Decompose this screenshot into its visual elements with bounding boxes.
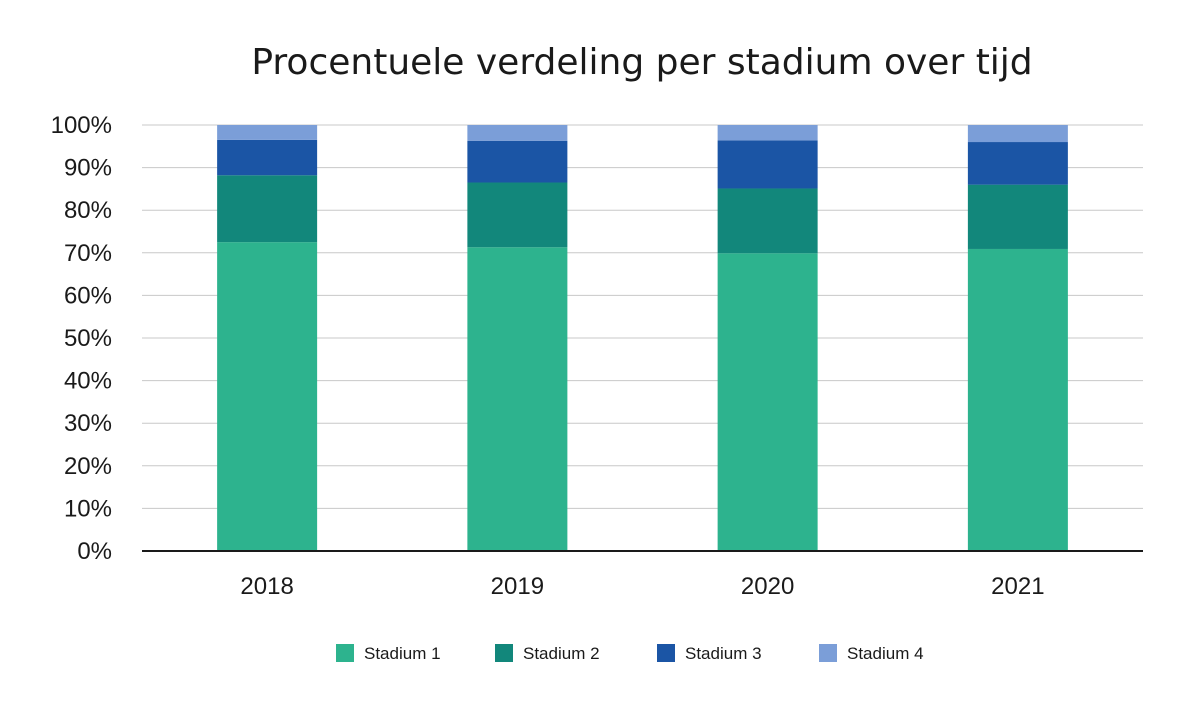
y-tick-label: 80% xyxy=(64,197,112,224)
x-tick-label: 2018 xyxy=(240,573,293,600)
bar-segment xyxy=(217,125,318,140)
x-tick-label: 2021 xyxy=(991,573,1044,600)
legend-swatch xyxy=(336,644,354,662)
y-tick-label: 0% xyxy=(77,538,112,565)
bar-segment xyxy=(967,184,1068,249)
y-tick-label: 90% xyxy=(64,155,112,182)
legend-item: Stadium 2 xyxy=(495,644,600,663)
y-axis-tick-labels: 0% 10% 20% 30% 40% 50% 60% 70% 80% 90% 100% xyxy=(51,112,112,565)
bar-segment xyxy=(717,140,818,189)
bar-segment xyxy=(967,248,1068,551)
legend-label: Stadium 2 xyxy=(523,644,600,663)
y-tick-label: 30% xyxy=(64,410,112,437)
y-tick-label: 70% xyxy=(64,240,112,267)
bar-segment xyxy=(467,182,568,248)
bar-segment xyxy=(717,253,818,551)
x-tick-label: 2020 xyxy=(741,573,794,600)
x-axis-tick-labels: 2018 2019 2020 2021 xyxy=(240,573,1044,600)
legend-swatch xyxy=(495,644,513,662)
bar-segment xyxy=(967,142,1068,185)
legend-swatch xyxy=(657,644,675,662)
legend-label: Stadium 4 xyxy=(847,644,924,663)
bar-segment xyxy=(717,188,818,254)
x-tick-label: 2019 xyxy=(491,573,544,600)
bar-segment xyxy=(217,139,318,176)
legend-item: Stadium 3 xyxy=(657,644,762,663)
y-tick-label: 20% xyxy=(64,453,112,480)
y-tick-label: 100% xyxy=(51,112,112,139)
y-tick-label: 50% xyxy=(64,325,112,352)
legend: Stadium 1 Stadium 2 Stadium 3 Stadium 4 xyxy=(336,644,924,663)
bar-segment xyxy=(717,125,818,141)
bar-segment xyxy=(217,242,318,551)
bars xyxy=(217,125,1068,551)
chart-title: Procentuele verdeling per stadium over t… xyxy=(251,42,1032,83)
y-tick-label: 60% xyxy=(64,282,112,309)
legend-item: Stadium 1 xyxy=(336,644,441,663)
y-tick-label: 10% xyxy=(64,495,112,522)
legend-swatch xyxy=(819,644,837,662)
bar-segment xyxy=(467,125,568,141)
bar-segment xyxy=(967,125,1068,143)
y-tick-label: 40% xyxy=(64,368,112,395)
bar-segment xyxy=(467,247,568,551)
legend-item: Stadium 4 xyxy=(819,644,924,663)
bar-segment xyxy=(467,140,568,183)
bar-segment xyxy=(217,175,318,243)
legend-label: Stadium 1 xyxy=(364,644,441,663)
legend-label: Stadium 3 xyxy=(685,644,762,663)
